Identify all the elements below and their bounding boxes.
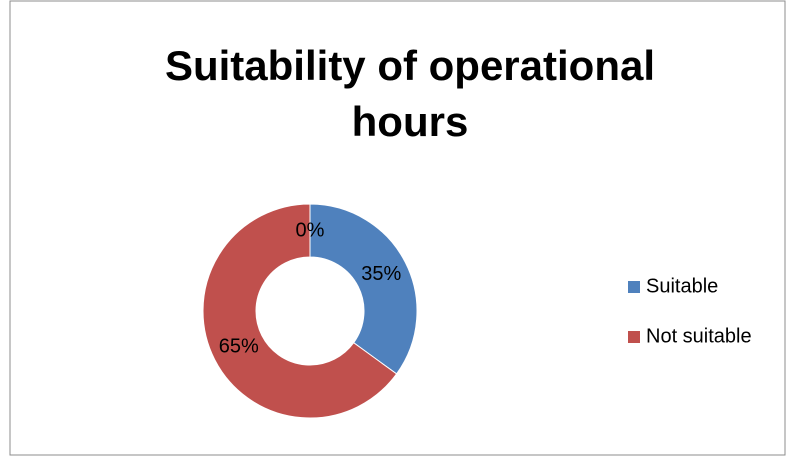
data-label: 0% <box>296 219 325 241</box>
data-label: 65% <box>219 336 259 358</box>
legend-label: Suitable <box>646 275 718 297</box>
chart-title: Suitability of operational hours <box>164 42 656 145</box>
donut-segment <box>309 203 418 375</box>
legend-swatch <box>628 331 640 343</box>
data-label: 35% <box>361 263 401 285</box>
legend-swatch <box>628 281 640 293</box>
donut-segment <box>202 203 398 419</box>
legend-label: Not suitable <box>646 325 752 347</box>
chart-border <box>9 0 786 456</box>
